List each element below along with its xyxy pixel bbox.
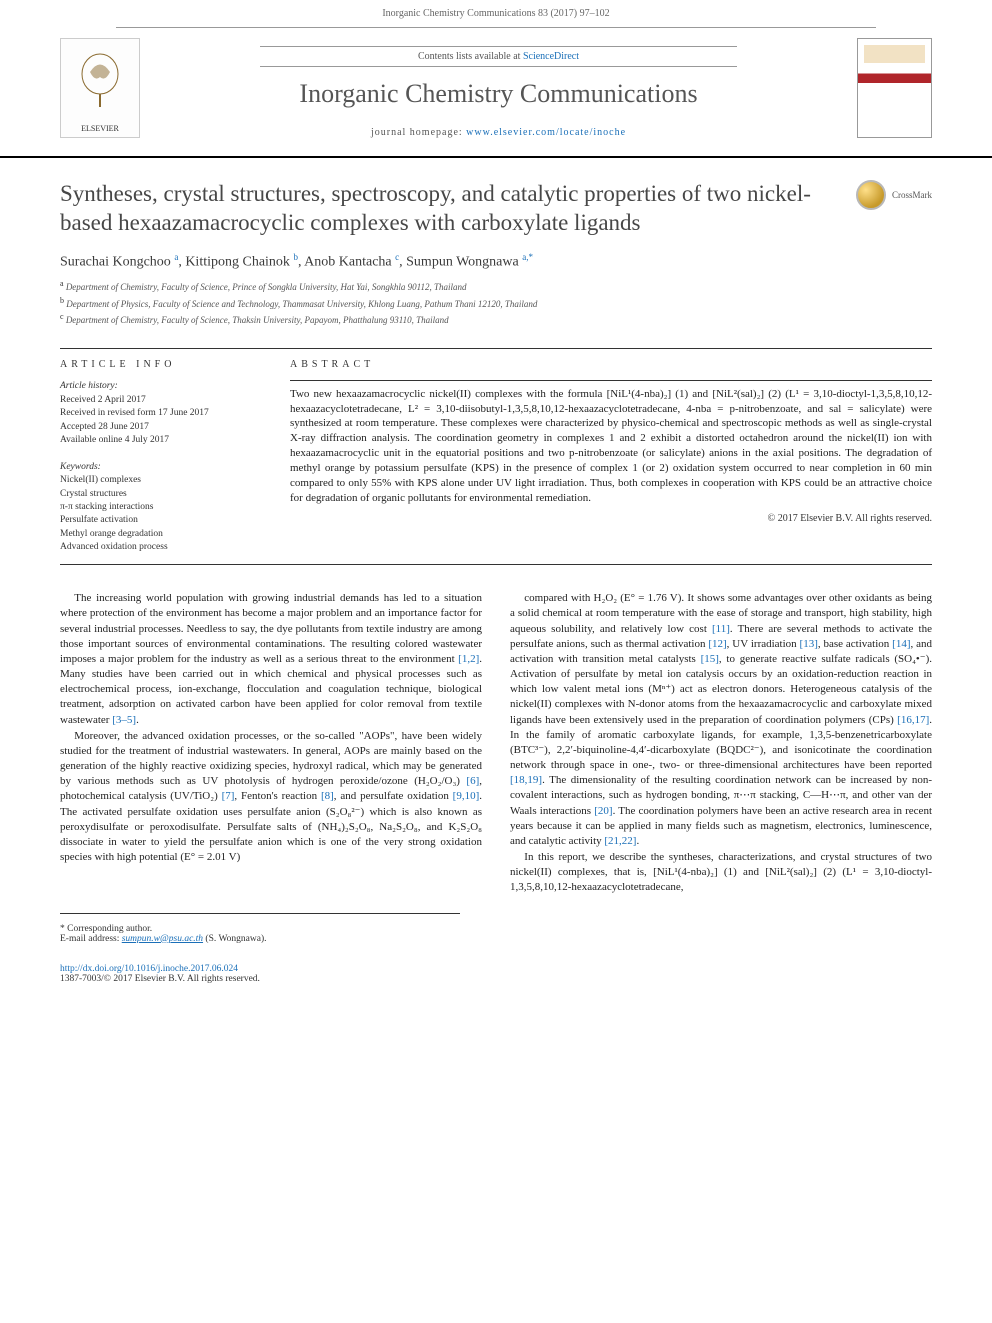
keyword: Persulfate activation (60, 514, 260, 527)
corresponding-email-link[interactable]: sumpun.w@psu.ac.th (122, 934, 203, 944)
contents-prefix: Contents lists available at (418, 51, 523, 62)
abstract-body: Two new hexaazamacrocyclic nickel(II) co… (290, 387, 932, 506)
elsevier-tree-icon (75, 39, 125, 124)
affiliation-line: b Department of Physics, Faculty of Scie… (60, 295, 932, 312)
citation-link[interactable]: [3–5] (112, 714, 136, 726)
citation-link[interactable]: [14] (892, 638, 910, 650)
homepage-link[interactable]: www.elsevier.com/locate/inoche (466, 127, 626, 138)
keyword: π-π stacking interactions (60, 501, 260, 514)
journal-homepage: journal homepage: www.elsevier.com/locat… (160, 127, 837, 138)
abstract-copyright: © 2017 Elsevier B.V. All rights reserved… (290, 513, 932, 524)
affiliations: a Department of Chemistry, Faculty of Sc… (60, 278, 932, 328)
journal-cover-thumbnail (857, 38, 932, 138)
history-line: Available online 4 July 2017 (60, 434, 260, 447)
citation-link[interactable]: [15] (701, 653, 719, 665)
body-paragraph: compared with H₂O₂ (E° = 1.76 V). It sho… (510, 591, 932, 849)
keyword: Nickel(II) complexes (60, 474, 260, 487)
journal-title: Inorganic Chemistry Communications (160, 79, 837, 109)
abstract-rule (290, 380, 932, 381)
masthead: ELSEVIER Contents lists available at Sci… (0, 28, 992, 158)
body-paragraph: In this report, we describe the synthese… (510, 850, 932, 896)
affiliation-line: c Department of Chemistry, Faculty of Sc… (60, 311, 932, 328)
citation-link[interactable]: [1,2] (458, 653, 479, 665)
email-prefix: E-mail address: (60, 934, 122, 944)
citation-link[interactable]: [9,10] (453, 790, 480, 802)
article-header: CrossMark Syntheses, crystal structures,… (0, 158, 992, 338)
keywords-block: Keywords: Nickel(II) complexesCrystal st… (60, 461, 260, 554)
body-paragraph: The increasing world population with gro… (60, 591, 482, 728)
publisher-name: ELSEVIER (81, 124, 119, 133)
abstract: abstract Two new hexaazamacrocyclic nick… (290, 359, 932, 555)
abstract-heading: abstract (290, 359, 932, 370)
masthead-center: Contents lists available at ScienceDirec… (140, 38, 857, 156)
citation-link[interactable]: [12] (708, 638, 726, 650)
contents-lists-line: Contents lists available at ScienceDirec… (260, 46, 737, 67)
publisher-logo: ELSEVIER (60, 38, 140, 138)
history-line: Accepted 28 June 2017 (60, 421, 260, 434)
history-heading: Article history: (60, 380, 260, 393)
history-line: Received in revised form 17 June 2017 (60, 407, 260, 420)
section-rule-bottom (60, 564, 932, 565)
email-line: E-mail address: sumpun.w@psu.ac.th (S. W… (60, 934, 460, 944)
issn-copyright: 1387-7003/© 2017 Elsevier B.V. All right… (60, 974, 260, 984)
citation-link[interactable]: [8] (321, 790, 334, 802)
author-list: Surachai Kongchoo a, Kittipong Chainok b… (60, 252, 932, 271)
crossmark-icon (856, 180, 886, 210)
homepage-prefix: journal homepage: (371, 127, 466, 138)
page-footer: http://dx.doi.org/10.1016/j.inoche.2017.… (0, 964, 992, 1014)
info-abstract-row: article info Article history: Received 2… (0, 359, 992, 555)
sciencedirect-link[interactable]: ScienceDirect (523, 51, 579, 62)
affiliation-line: a Department of Chemistry, Faculty of Sc… (60, 278, 932, 295)
running-head: Inorganic Chemistry Communications 83 (2… (116, 0, 876, 28)
article-info-heading: article info (60, 359, 260, 370)
article-info: article info Article history: Received 2… (60, 359, 260, 555)
article-title: Syntheses, crystal structures, spectrosc… (60, 180, 820, 238)
doi-link[interactable]: http://dx.doi.org/10.1016/j.inoche.2017.… (60, 964, 238, 974)
keyword: Crystal structures (60, 488, 260, 501)
corresponding-author-footer: * Corresponding author. E-mail address: … (60, 913, 460, 964)
keyword: Advanced oxidation process (60, 541, 260, 554)
footer-spacer (510, 897, 932, 964)
body-two-column: The increasing world population with gro… (0, 575, 992, 896)
citation-link[interactable]: [11] (712, 623, 730, 635)
email-attrib: (S. Wongnawa). (203, 934, 266, 944)
article-history: Article history: Received 2 April 2017Re… (60, 380, 260, 447)
citation-link[interactable]: [13] (800, 638, 818, 650)
citation-link[interactable]: [21,22] (604, 835, 636, 847)
corresponding-label: * Corresponding author. (60, 924, 460, 934)
body-paragraph: Moreover, the advanced oxidation process… (60, 729, 482, 866)
citation-link[interactable]: [16,17] (897, 714, 929, 726)
history-line: Received 2 April 2017 (60, 394, 260, 407)
citation-link[interactable]: [18,19] (510, 774, 542, 786)
body-column-left: The increasing world population with gro… (60, 591, 482, 896)
crossmark-label: CrossMark (892, 190, 932, 200)
keywords-heading: Keywords: (60, 461, 260, 474)
citation-link[interactable]: [6] (466, 775, 479, 787)
crossmark-badge[interactable]: CrossMark (856, 180, 932, 210)
citation-link[interactable]: [20] (594, 805, 612, 817)
body-column-right: compared with H₂O₂ (E° = 1.76 V). It sho… (510, 591, 932, 896)
section-rule (60, 348, 932, 349)
citation-link[interactable]: [7] (222, 790, 235, 802)
keyword: Methyl orange degradation (60, 528, 260, 541)
